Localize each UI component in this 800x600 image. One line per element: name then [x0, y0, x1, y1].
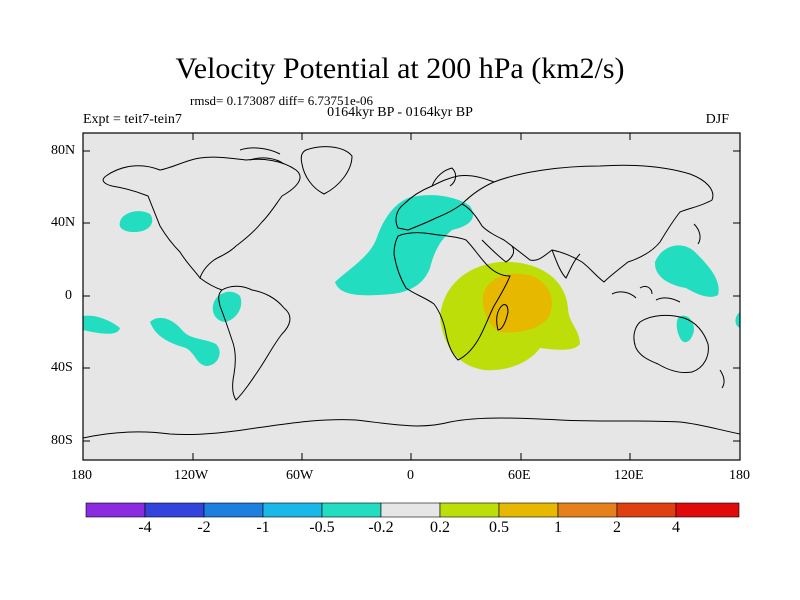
colorbar-box-10	[675, 502, 740, 518]
x-tick-label: 180	[71, 468, 92, 483]
y-tick-label: 80N	[51, 143, 76, 158]
coast-maritime-continent	[611, 285, 681, 303]
coast-india	[551, 249, 581, 279]
map-background	[83, 133, 740, 460]
negative-region-atlantic-mediterranean	[335, 195, 474, 296]
coast-australia	[633, 314, 709, 373]
stats-text: rmsd= 0.173087 diff= 6.73751e-06	[190, 93, 374, 108]
x-tick-label: 0	[407, 468, 414, 483]
colorbar-label: 0.2	[430, 519, 450, 536]
negative-region-pacific-central	[212, 291, 242, 322]
colorbar-box-4	[321, 502, 382, 518]
contour-layer	[83, 195, 740, 371]
coast-central-america	[199, 277, 223, 291]
coast-greenland	[300, 146, 353, 195]
coast-new-zealand	[719, 369, 725, 389]
y-tick-label: 0	[65, 288, 72, 303]
period-label: 0164kyr BP - 0164kyr BP	[327, 105, 473, 120]
coast-antarctica	[83, 417, 740, 439]
negative-region-south-pacific-west	[83, 315, 120, 334]
positive-region-madagascar	[482, 273, 552, 333]
colorbar-box-5	[380, 502, 441, 518]
season-label: DJF	[705, 112, 729, 127]
colorbar-label: 0.5	[489, 519, 509, 536]
negative-region-south-pacific-east	[735, 312, 740, 328]
colorbar-box-9	[616, 502, 677, 518]
coast-asia	[461, 164, 714, 283]
y-tick-label: 80S	[51, 433, 73, 448]
colorbar-box-1	[144, 502, 205, 518]
colorbar-box-3	[262, 502, 323, 518]
x-tick-label: 60W	[286, 468, 314, 483]
negative-region-west-pacific	[654, 245, 719, 297]
coast-arctic-islands	[239, 147, 285, 165]
colorbar-label: -4	[138, 519, 152, 536]
chart-title: Velocity Potential at 200 hPa (km2/s)	[175, 52, 625, 85]
colorbar	[85, 502, 740, 518]
colorbar-box-7	[498, 502, 559, 518]
coast-europe	[395, 175, 496, 231]
y-tick-label: 40S	[51, 360, 73, 375]
negative-region-new-guinea	[676, 315, 694, 343]
coast-africa	[393, 232, 511, 361]
coast-scandinavia	[431, 167, 457, 187]
colorbar-box-6	[439, 502, 500, 518]
colorbar-label: -1	[256, 519, 270, 536]
y-tick-label: 40N	[51, 215, 76, 230]
y-tick-marks	[83, 150, 740, 442]
x-tick-label: 180	[729, 468, 750, 483]
colorbar-label: -0.2	[368, 519, 394, 536]
colorbar-label: -0.5	[309, 519, 335, 536]
x-tick-label: 120E	[614, 468, 644, 483]
colorbar-box-2	[203, 502, 264, 518]
coast-madagascar	[496, 304, 509, 331]
coast-north-america	[102, 156, 301, 280]
coast-japan	[693, 223, 701, 245]
colorbar-label: 4	[672, 519, 680, 536]
colorbar-box-8	[557, 502, 618, 518]
x-tick-label: 120W	[174, 468, 209, 483]
negative-region-southeast-pacific	[150, 317, 220, 366]
colorbar-label: 2	[613, 519, 621, 536]
x-tick-label: 60E	[508, 468, 531, 483]
negative-region-north-pacific	[119, 211, 153, 232]
colorbar-box-0	[85, 502, 146, 518]
colorbar-label: -2	[197, 519, 211, 536]
colorbar-label: 1	[554, 519, 562, 536]
x-tick-marks	[192, 133, 631, 460]
coast-south-america	[218, 285, 291, 401]
experiment-label: Expt = teit7-tein7	[83, 112, 182, 127]
coast-arabia	[481, 239, 515, 263]
coastlines	[83, 146, 740, 439]
